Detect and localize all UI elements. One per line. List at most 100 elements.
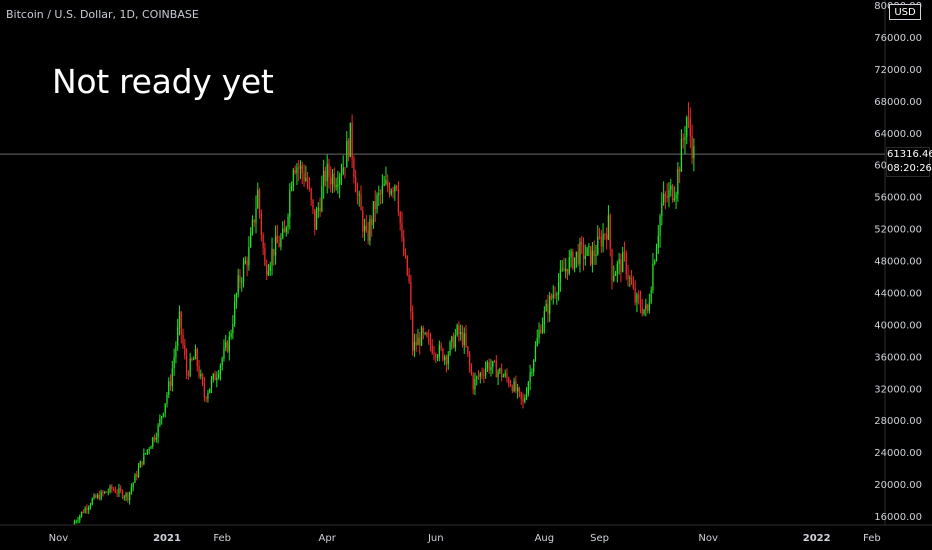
candle <box>589 245 592 267</box>
candle-body <box>177 327 179 346</box>
candle <box>152 436 154 449</box>
candle <box>518 386 521 398</box>
candle <box>470 363 473 376</box>
candle-body <box>310 188 312 200</box>
candle <box>91 497 93 506</box>
candle-body <box>420 328 423 346</box>
candle <box>686 115 688 145</box>
candle <box>96 493 99 500</box>
candle-body <box>413 341 416 351</box>
candle-body <box>563 268 565 272</box>
candle-body <box>139 461 141 468</box>
candle <box>572 248 574 271</box>
candle <box>262 232 264 255</box>
candle-body <box>283 228 286 233</box>
candle <box>648 293 651 314</box>
candle <box>88 505 90 514</box>
candle-body <box>693 146 695 159</box>
candle-body <box>497 371 499 378</box>
candle <box>506 368 508 383</box>
candle-body <box>75 521 77 523</box>
candle-body <box>322 170 325 187</box>
candle-body <box>636 294 638 303</box>
candle-body <box>141 461 143 465</box>
candle <box>317 202 319 219</box>
candle-body <box>255 208 257 223</box>
candle-body <box>639 298 642 309</box>
candle-body <box>682 139 684 141</box>
candle <box>230 329 232 340</box>
candle-body <box>597 236 599 255</box>
candle <box>627 264 629 287</box>
candle-body <box>463 333 465 346</box>
candle-body <box>378 193 380 196</box>
candle-body <box>627 274 629 279</box>
candle-body <box>383 183 385 186</box>
candle-body <box>408 274 410 282</box>
candle <box>460 324 462 341</box>
candle-body <box>248 247 250 266</box>
candle <box>321 175 323 213</box>
candle <box>444 354 446 366</box>
candle <box>429 332 432 352</box>
candle-body <box>175 345 177 357</box>
candle <box>634 280 636 306</box>
candle-body <box>98 494 101 500</box>
candle <box>661 192 663 226</box>
candle <box>502 373 505 378</box>
candle <box>541 317 544 334</box>
y-tick-label: 28000.00 <box>874 416 922 427</box>
currency-button[interactable]: USD <box>889 4 921 20</box>
candle-body <box>517 387 519 392</box>
candle-body <box>355 176 357 193</box>
candle-body <box>166 394 168 404</box>
candle <box>226 340 229 353</box>
candle <box>346 131 348 168</box>
candle-body <box>246 260 248 266</box>
candle <box>310 187 312 206</box>
candle <box>670 179 672 197</box>
candle-body <box>148 448 150 450</box>
candle-body <box>296 167 298 174</box>
candle-body <box>561 268 563 270</box>
candle <box>250 227 252 249</box>
candle <box>367 221 369 245</box>
candle <box>500 363 503 382</box>
candle-body <box>251 219 254 233</box>
candle <box>452 332 455 349</box>
candle-body <box>217 374 220 378</box>
candle-body <box>476 376 478 379</box>
candle-body <box>442 348 444 361</box>
candle-body <box>80 511 83 516</box>
candle <box>607 205 610 241</box>
candle-body <box>648 302 651 311</box>
candle <box>623 241 626 262</box>
candle-body <box>614 273 617 277</box>
candle-body <box>540 330 542 333</box>
candle-body <box>513 381 515 392</box>
candle-body <box>438 345 440 357</box>
candle <box>137 462 140 479</box>
candle <box>577 243 579 267</box>
candle <box>424 331 426 336</box>
candle <box>549 291 551 322</box>
candle <box>228 331 230 361</box>
candle <box>196 347 198 372</box>
candle-body <box>196 349 198 367</box>
candle <box>168 377 170 399</box>
candle-body <box>278 242 280 247</box>
candle-body <box>675 194 677 199</box>
candle <box>678 166 681 184</box>
candle-body <box>207 393 209 399</box>
candle <box>474 372 476 396</box>
candle <box>461 325 464 348</box>
candle <box>636 292 638 313</box>
candle-body <box>602 234 604 247</box>
candle-body <box>143 453 145 465</box>
candle-body <box>671 185 674 201</box>
candle <box>509 379 512 388</box>
candle-body <box>233 301 236 325</box>
candle-body <box>273 248 275 256</box>
candle-body <box>387 180 389 188</box>
